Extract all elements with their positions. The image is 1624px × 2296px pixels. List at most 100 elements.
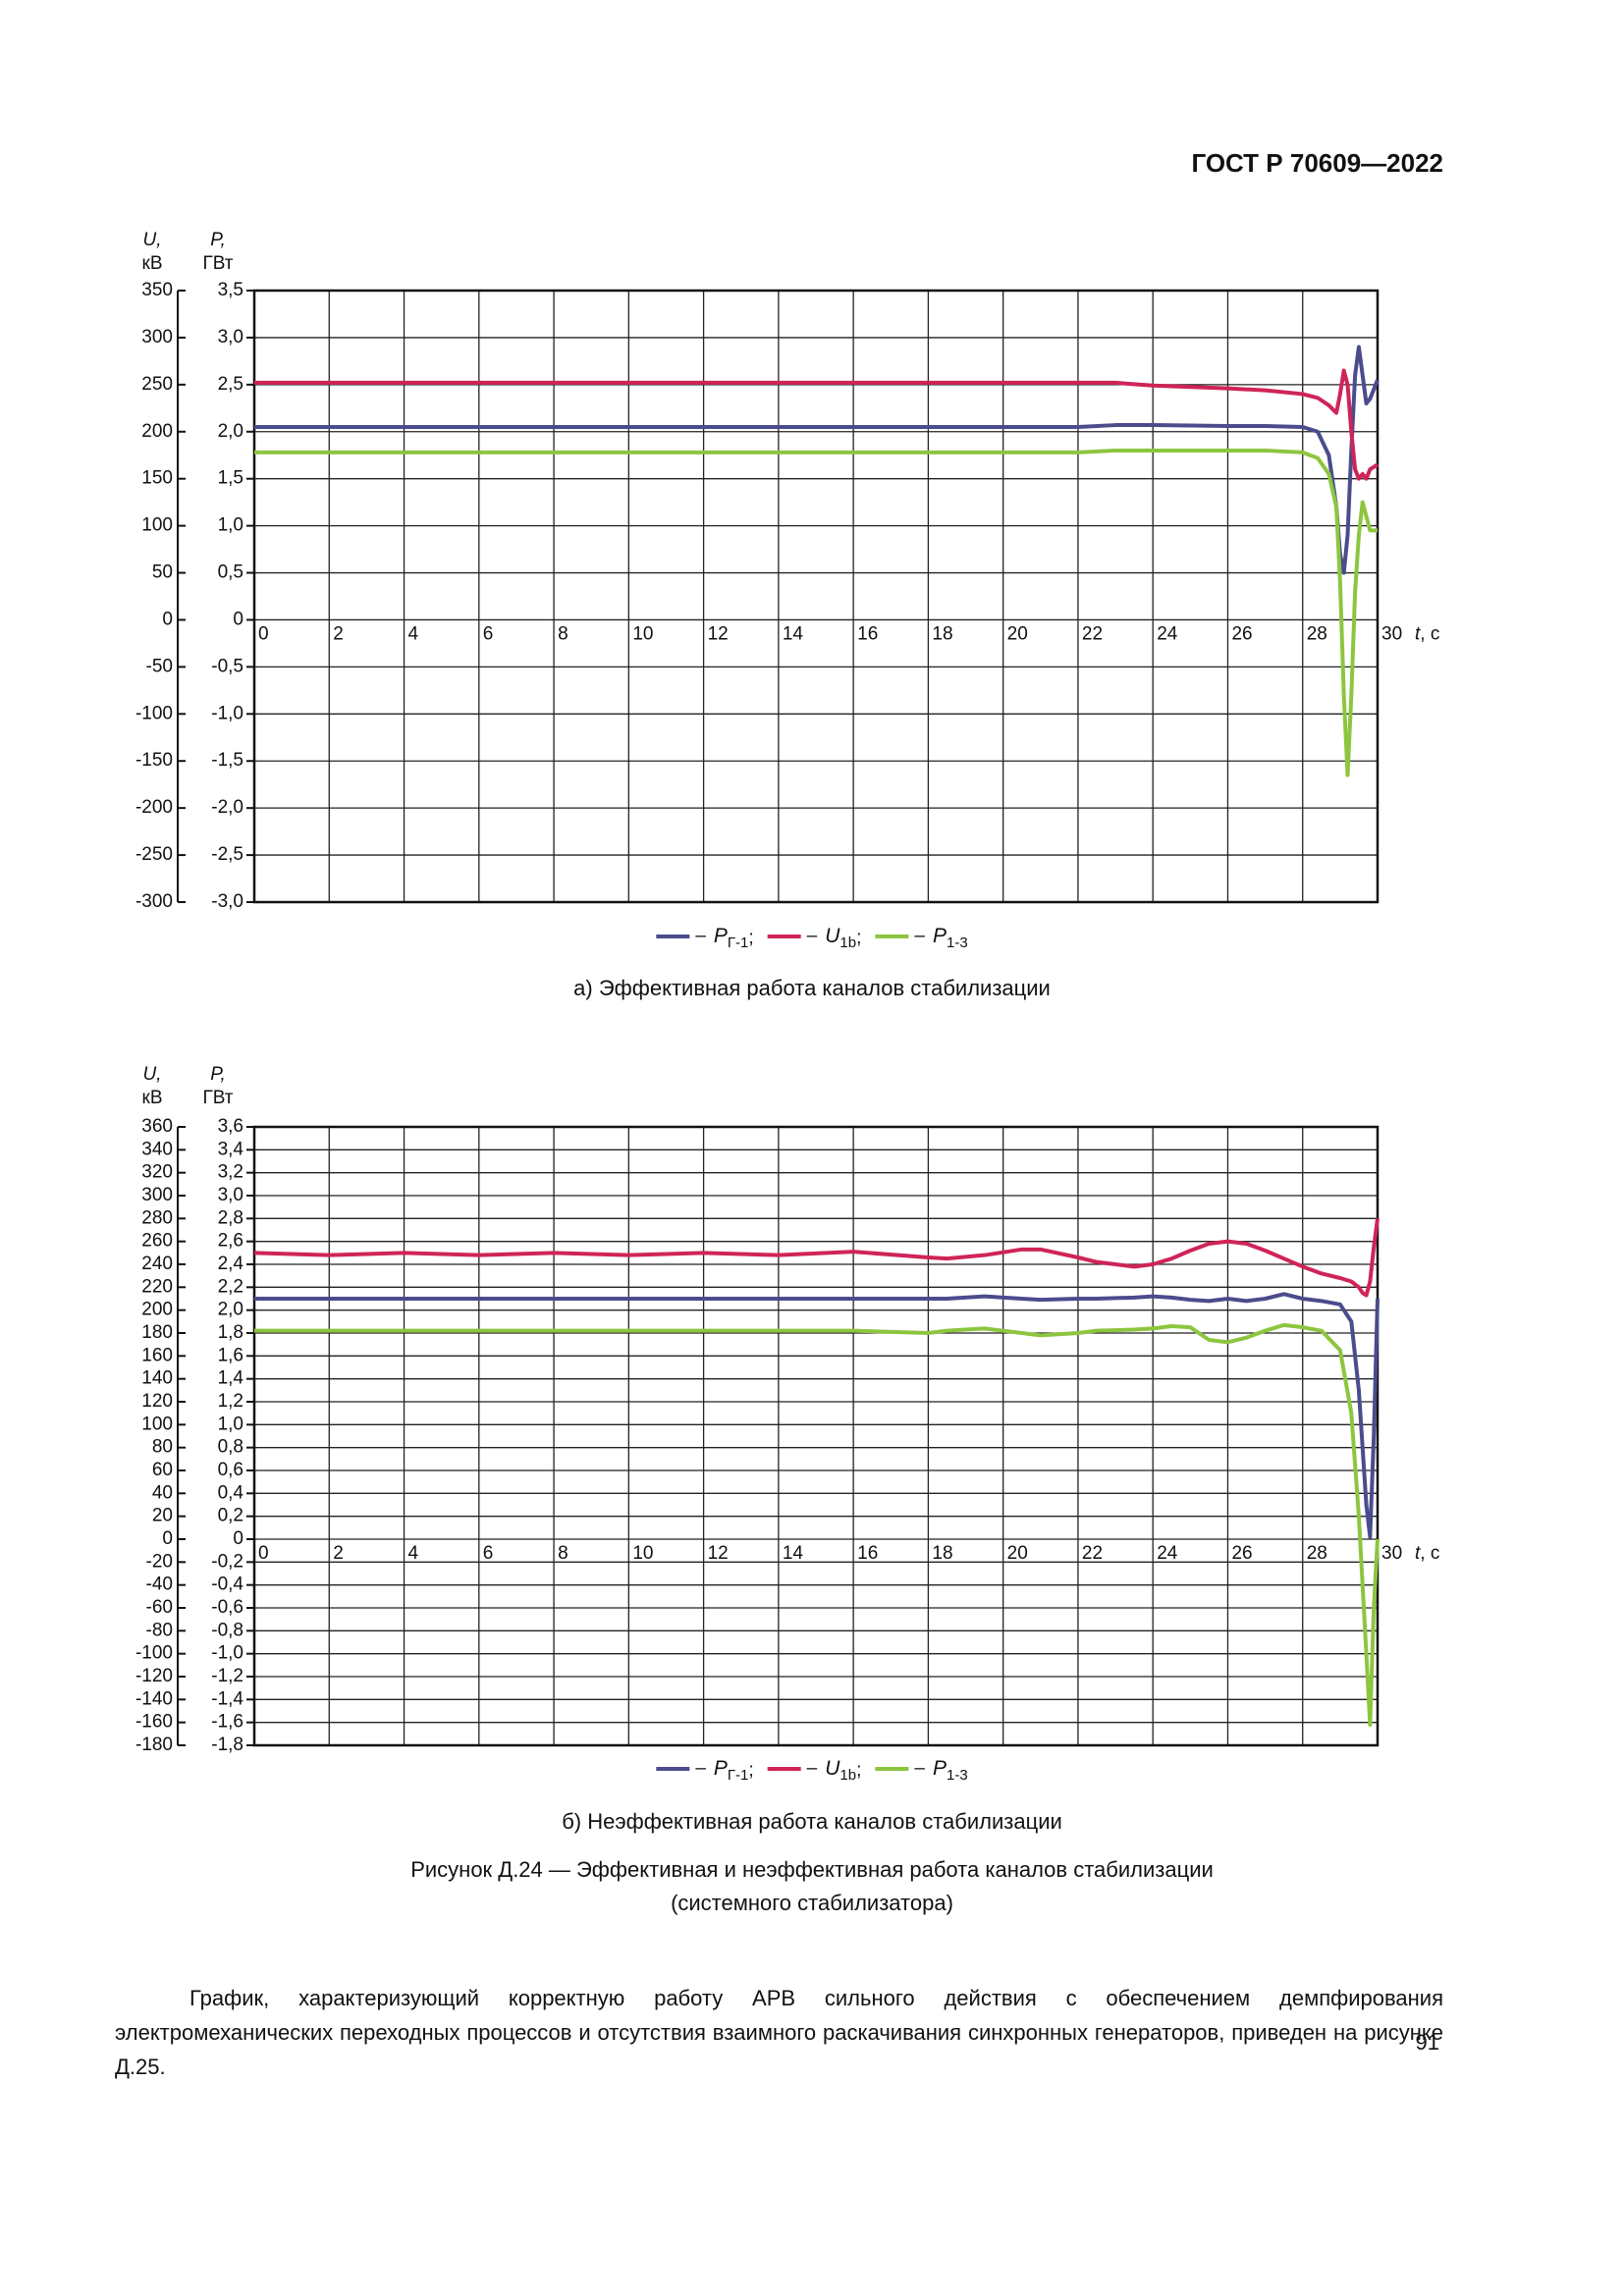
y-tick-label: -80 — [146, 1620, 173, 1640]
y-tick-label: 160 — [141, 1345, 173, 1365]
y2-tick-label: 2,0 — [218, 421, 244, 442]
legend-dash: – — [695, 1758, 706, 1779]
y2-axis-label: ГВт — [202, 253, 233, 274]
legend-label-sub: Г-1 — [728, 934, 748, 951]
x-tick-label: 14 — [783, 1543, 804, 1564]
y2-tick-label: 0 — [233, 609, 244, 629]
series-line — [254, 448, 1378, 777]
y-axis-label: кВ — [142, 1088, 163, 1108]
y2-tick-label: -1,0 — [211, 703, 244, 723]
y-tick-label: 50 — [152, 562, 173, 583]
y-tick-label: 260 — [141, 1231, 173, 1252]
y2-tick-label: -3,0 — [211, 891, 244, 912]
y-tick-label: -150 — [135, 750, 173, 771]
y-axis-label: U, — [143, 1064, 162, 1085]
y2-tick-label: 0,6 — [218, 1460, 244, 1480]
legend-dash: – — [914, 926, 925, 946]
y-tick-label: -50 — [146, 656, 173, 676]
y-axis-label: U, — [143, 230, 162, 250]
legend-label: PГ-1 — [714, 1757, 748, 1784]
y-tick-label: -140 — [135, 1688, 173, 1709]
y2-tick-label: 0,2 — [218, 1506, 244, 1526]
y2-tick-label: -0,8 — [211, 1620, 244, 1640]
y2-tick-label: -1,0 — [211, 1643, 244, 1664]
y-tick-label: 220 — [141, 1276, 173, 1297]
y-tick-label: 100 — [141, 515, 173, 536]
y-tick-label: 320 — [141, 1162, 173, 1183]
legend-label-var: U — [825, 925, 840, 947]
x-tick-label: 0 — [258, 1543, 269, 1564]
x-axis-label-var: t — [1415, 623, 1421, 644]
legend-dash: – — [807, 1758, 818, 1779]
y2-tick-label: 2,8 — [218, 1207, 244, 1228]
x-tick-label: 0 — [258, 623, 269, 644]
legend-separator: ; — [748, 1760, 753, 1781]
series-line — [254, 345, 1380, 575]
x-tick-label: 2 — [333, 1543, 344, 1564]
legend-label: P1-3 — [933, 925, 968, 951]
series-line — [253, 1218, 1380, 1298]
x-tick-label: 6 — [483, 623, 494, 644]
legend-separator: ; — [748, 928, 753, 948]
y2-tick-label: -0,4 — [211, 1575, 244, 1595]
y-tick-label: -40 — [146, 1575, 173, 1595]
legend-label-sub: 1-3 — [947, 934, 968, 951]
y2-tick-label: 3,5 — [218, 280, 244, 300]
x-tick-label: 8 — [558, 623, 568, 644]
x-tick-label: 24 — [1157, 1543, 1178, 1564]
x-tick-label: 28 — [1307, 1543, 1327, 1564]
x-tick-label: 14 — [783, 623, 804, 644]
figure-caption: (системного стабилизатора) — [671, 1891, 953, 1915]
y-tick-label: -180 — [135, 1735, 173, 1755]
legend-dash: – — [807, 926, 818, 946]
series-line — [254, 1322, 1380, 1727]
y-tick-label: -120 — [135, 1666, 173, 1686]
y-tick-label: 100 — [141, 1414, 173, 1434]
y-tick-label: 180 — [141, 1322, 173, 1343]
y2-tick-label: 2,6 — [218, 1231, 244, 1252]
y2-tick-label: 1,2 — [218, 1391, 244, 1412]
y2-tick-label: 1,0 — [218, 1414, 244, 1434]
y2-tick-label: 2,4 — [218, 1254, 244, 1274]
legend-label-sub: Г-1 — [728, 1767, 748, 1784]
plot-frame — [252, 1125, 1380, 1747]
y2-tick-label: 0,5 — [218, 562, 244, 583]
x-tick-label: 22 — [1082, 1543, 1103, 1564]
y-tick-label: 280 — [141, 1207, 173, 1228]
y-tick-label: 300 — [141, 1185, 173, 1205]
y2-tick-label: 3,0 — [218, 327, 244, 347]
y2-tick-label: -0,2 — [211, 1551, 244, 1572]
legend-label-var: P — [933, 1757, 947, 1780]
x-tick-label: 10 — [632, 623, 653, 644]
y-tick-label: -100 — [135, 703, 173, 723]
y-tick-label: 40 — [152, 1482, 173, 1503]
y2-tick-label: -0,5 — [211, 656, 244, 676]
y2-tick-label: 3,2 — [218, 1162, 244, 1183]
x-tick-label: 30 — [1381, 623, 1402, 644]
paragraph: График, характеризующий корректную работ… — [115, 1986, 1443, 2079]
y-tick-label: -60 — [146, 1597, 173, 1618]
y2-tick-label: 0 — [233, 1528, 244, 1549]
y-tick-label: 240 — [141, 1254, 173, 1274]
header-title: ГОСТ Р 70609—2022 — [1191, 148, 1443, 178]
legend-dash: – — [914, 1758, 925, 1779]
y2-tick-label: -2,5 — [211, 844, 244, 865]
y-tick-label: 200 — [141, 421, 173, 442]
x-tick-label: 12 — [708, 623, 729, 644]
y-tick-label: -250 — [135, 844, 173, 865]
x-axis-label: t, с — [1415, 623, 1439, 644]
y2-tick-label: 3,4 — [218, 1139, 244, 1159]
y2-tick-label: 1,0 — [218, 515, 244, 536]
y-tick-label: 140 — [141, 1368, 173, 1389]
y2-tick-label: 1,5 — [218, 468, 244, 489]
x-tick-label: 16 — [857, 623, 878, 644]
legend-separator: ; — [856, 1760, 861, 1781]
x-tick-label: 30 — [1381, 1543, 1402, 1564]
y2-tick-label: -1,4 — [211, 1688, 244, 1709]
y2-tick-label: -1,5 — [211, 750, 244, 771]
legend: – PГ-1; – U1b; – P1-3 — [656, 925, 968, 951]
y-tick-label: -160 — [135, 1712, 173, 1733]
y2-tick-label: 1,8 — [218, 1322, 244, 1343]
legend-separator: ; — [856, 928, 861, 948]
